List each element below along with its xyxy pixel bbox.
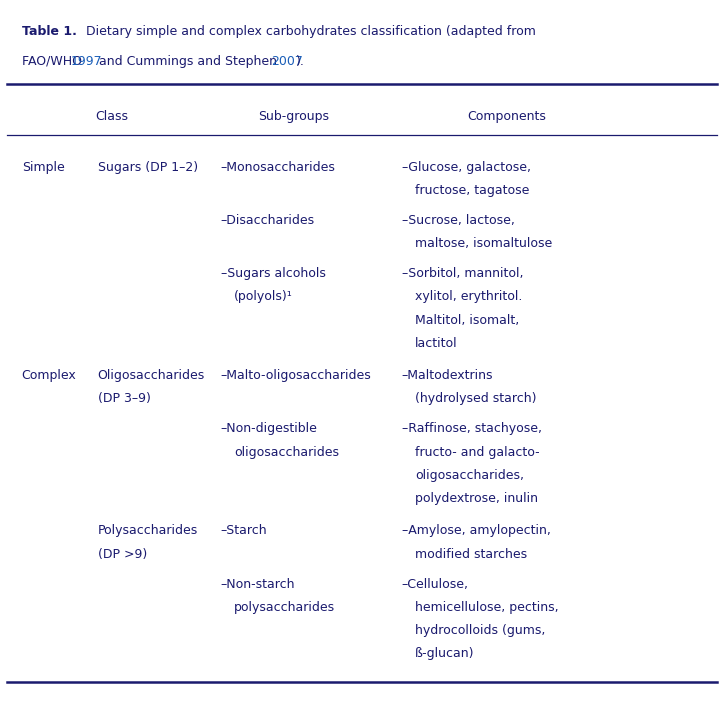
Text: –Sucrose, lactose,: –Sucrose, lactose,: [402, 214, 515, 227]
Text: oligosaccharides,: oligosaccharides,: [415, 469, 524, 482]
Text: –Non-starch: –Non-starch: [221, 578, 295, 590]
Text: Sub-groups: Sub-groups: [258, 110, 329, 123]
Text: oligosaccharides: oligosaccharides: [234, 446, 339, 458]
Text: Maltitol, isomalt,: Maltitol, isomalt,: [415, 314, 519, 326]
Text: xylitol, erythritol.: xylitol, erythritol.: [415, 291, 522, 303]
Text: (DP >9): (DP >9): [98, 548, 147, 561]
Text: polydextrose, inulin: polydextrose, inulin: [415, 492, 538, 505]
Text: hemicellulose, pectins,: hemicellulose, pectins,: [415, 601, 558, 614]
Text: –Sugars alcohols: –Sugars alcohols: [221, 267, 326, 280]
Text: (polyols)¹: (polyols)¹: [234, 291, 292, 303]
Text: modified starches: modified starches: [415, 548, 527, 561]
Text: –Sorbitol, mannitol,: –Sorbitol, mannitol,: [402, 267, 523, 280]
Text: Table 1.: Table 1.: [22, 25, 77, 38]
Text: FAO/WHO: FAO/WHO: [22, 55, 85, 67]
Text: and Cummings and Stephen: and Cummings and Stephen: [95, 55, 281, 67]
Text: Components: Components: [468, 110, 546, 123]
Text: 1997: 1997: [70, 55, 102, 67]
Text: 2007: 2007: [271, 55, 303, 67]
Text: –Maltodextrins: –Maltodextrins: [402, 369, 493, 382]
Text: polysaccharides: polysaccharides: [234, 601, 335, 614]
Text: ß-glucan): ß-glucan): [415, 647, 474, 660]
Text: (DP 3–9): (DP 3–9): [98, 392, 151, 405]
Text: ).: ).: [296, 55, 305, 67]
Text: –Amylose, amylopectin,: –Amylose, amylopectin,: [402, 524, 551, 538]
Text: Complex: Complex: [22, 369, 77, 382]
Text: –Malto-oligosaccharides: –Malto-oligosaccharides: [221, 369, 371, 382]
Text: (hydrolysed starch): (hydrolysed starch): [415, 392, 536, 405]
Text: –Non-digestible: –Non-digestible: [221, 423, 318, 435]
Text: fructose, tagatose: fructose, tagatose: [415, 184, 529, 197]
Text: –Glucose, galactose,: –Glucose, galactose,: [402, 161, 531, 173]
Text: Sugars (DP 1–2): Sugars (DP 1–2): [98, 161, 198, 173]
Text: maltose, isomaltulose: maltose, isomaltulose: [415, 237, 552, 250]
Text: –Cellulose,: –Cellulose,: [402, 578, 469, 590]
Text: fructo- and galacto-: fructo- and galacto-: [415, 446, 539, 458]
Text: –Starch: –Starch: [221, 524, 267, 538]
Text: Polysaccharides: Polysaccharides: [98, 524, 198, 538]
Text: Class: Class: [96, 110, 129, 123]
Text: –Monosaccharides: –Monosaccharides: [221, 161, 336, 173]
Text: –Disaccharides: –Disaccharides: [221, 214, 315, 227]
Text: hydrocolloids (gums,: hydrocolloids (gums,: [415, 624, 545, 637]
Text: Dietary simple and complex carbohydrates classification (adapted from: Dietary simple and complex carbohydrates…: [82, 25, 536, 38]
Text: –Raffinose, stachyose,: –Raffinose, stachyose,: [402, 423, 542, 435]
Text: Simple: Simple: [22, 161, 64, 173]
Text: lactitol: lactitol: [415, 337, 458, 350]
Text: Oligosaccharides: Oligosaccharides: [98, 369, 205, 382]
